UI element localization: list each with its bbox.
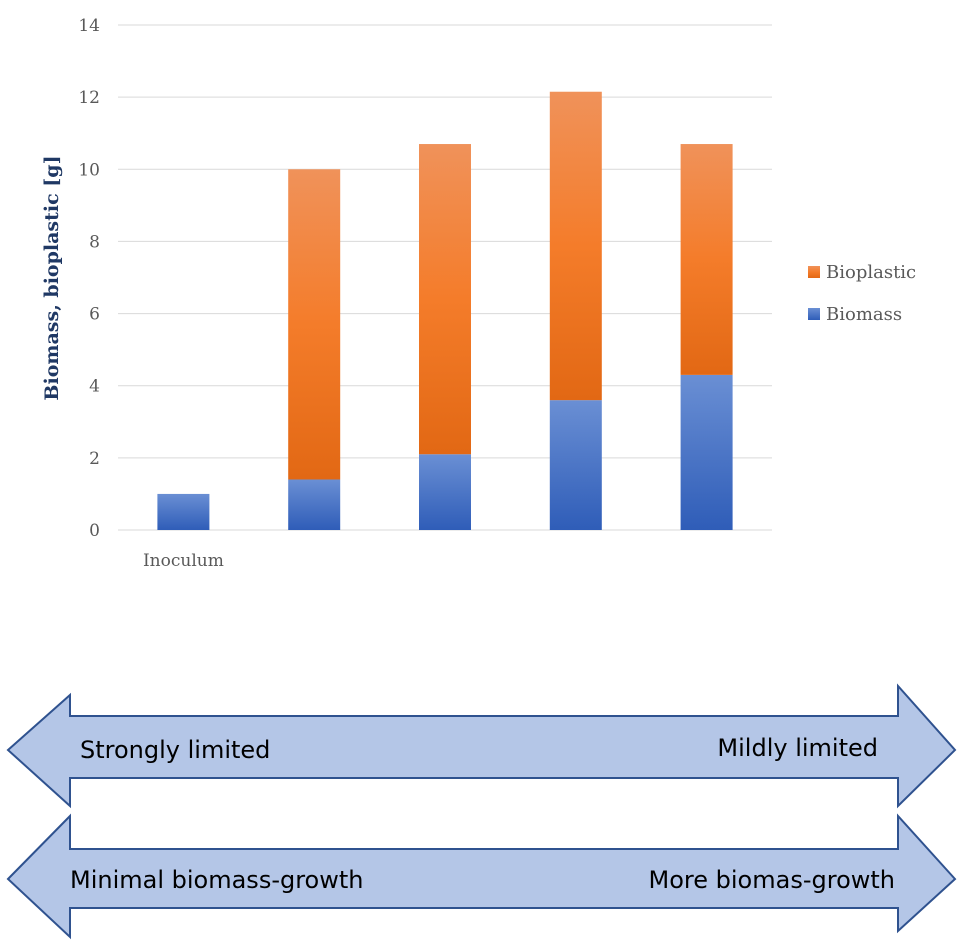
bars [157,91,733,530]
y-tick-label: 8 [89,232,100,252]
bar-bioplastic [419,144,471,455]
bar-biomass [157,493,210,530]
legend-swatch-biomass [808,308,820,320]
legend-swatch-bioplastic [808,266,820,278]
legend: Bioplastic Biomass [808,262,916,325]
bar-biomass [419,454,471,530]
y-axis-label: Biomass, bioplastic [g] [41,155,63,400]
double-arrow-shape [6,683,957,809]
y-tick-label: 12 [78,88,100,108]
y-tick-label: 0 [89,521,100,541]
y-tick-label: 2 [89,449,100,469]
arrow-limitation: Strongly limited Mildly limited [6,683,957,809]
legend-label-bioplastic: Bioplastic [826,262,916,283]
legend-label-biomass: Biomass [826,304,902,325]
bar-biomass [680,374,733,530]
y-tick-label: 4 [89,377,100,397]
double-arrow-shape [6,813,957,940]
x-axis-ticks: Inoculum [143,551,224,571]
arrow-left-label: Minimal biomass-growth [70,866,363,894]
y-tick-label: 6 [89,305,100,325]
arrow-left-label: Strongly limited [80,736,270,764]
bar-bioplastic [680,144,733,375]
arrow-right-label: More biomas-growth [649,866,895,894]
arrow-growth: Minimal biomass-growth More biomas-growt… [6,813,957,940]
bar-bioplastic [288,169,341,480]
y-tick-label: 14 [78,16,100,36]
x-tick-label: Inoculum [143,551,224,571]
bar-bioplastic [549,91,602,401]
y-tick-label: 10 [78,160,100,180]
bar-biomass [288,479,341,530]
bar-biomass [549,400,602,530]
y-axis-ticks: 0 2 4 6 8 10 12 14 [78,16,100,541]
arrow-right-label: Mildly limited [717,734,878,762]
